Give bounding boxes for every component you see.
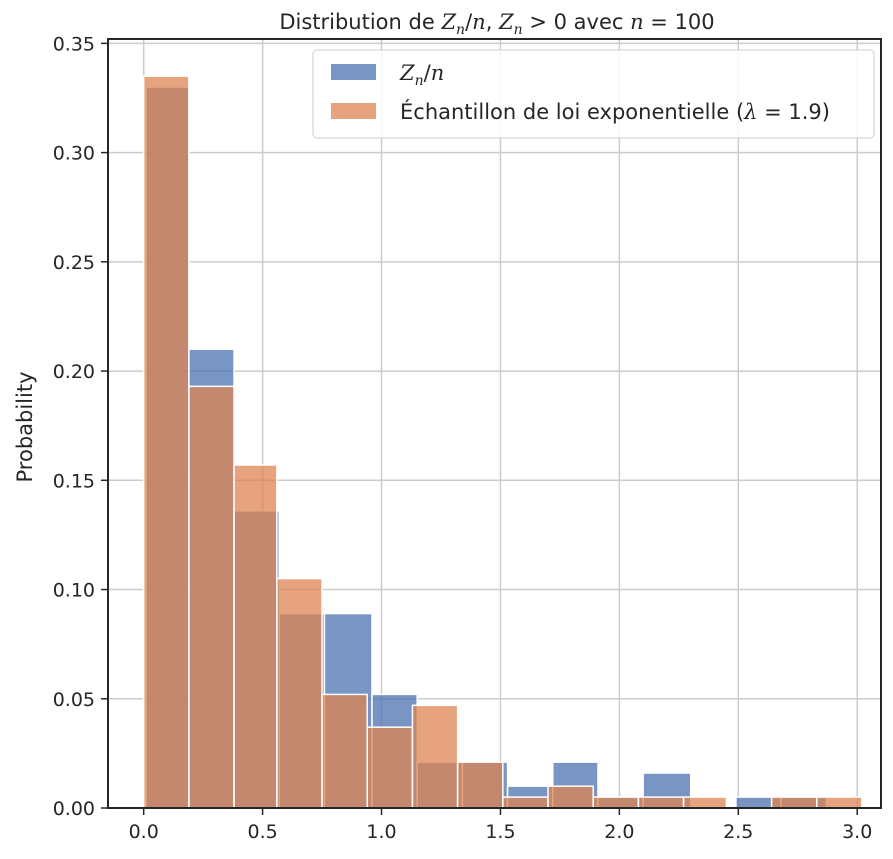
bar-series1-0 <box>142 75 190 809</box>
x-tick-label-2: 1.0 <box>366 821 396 843</box>
bar-series1-14 <box>770 796 818 809</box>
y-tick-label-6: 0.30 <box>53 143 95 165</box>
bar-series1-12 <box>682 796 728 809</box>
x-tick-label-0: 0.0 <box>129 821 159 843</box>
bar-series1-8 <box>502 796 549 809</box>
legend-label-exponential: Échantillon de loi exponentielle (λ = 1.… <box>400 99 830 124</box>
bar-series1-10 <box>592 796 640 809</box>
x-tick-label-1: 0.5 <box>247 821 277 843</box>
y-tick-label-2: 0.10 <box>53 580 95 602</box>
y-tick-label-0: 0.00 <box>53 798 95 820</box>
bars-layer <box>142 75 863 809</box>
legend-box <box>312 49 875 139</box>
chart-title: Distribution de Zn/n, Zn > 0 avec n = 10… <box>279 10 714 38</box>
bar-series1-15 <box>816 796 863 809</box>
bar-series1-6 <box>411 704 459 809</box>
y-tick-label-3: 0.15 <box>53 470 95 492</box>
plot-frame <box>107 38 882 809</box>
x-tick-label-5: 2.5 <box>723 821 753 843</box>
y-tick-label-5: 0.25 <box>53 252 95 274</box>
bar-series1-11 <box>637 796 685 809</box>
x-tick-label-4: 2.0 <box>604 821 634 843</box>
y-tick-label-7: 0.35 <box>53 33 95 55</box>
x-tick-label-6: 3.0 <box>842 821 872 843</box>
bar-series1-7 <box>456 761 504 809</box>
legend: Zn/n Échantillon de loi exponentielle (λ… <box>312 49 875 139</box>
x-axis-ticks: 0.0 0.5 1.0 1.5 2.0 2.5 3.0 <box>129 808 872 843</box>
bar-series1-9 <box>547 785 594 809</box>
y-tick-label-4: 0.20 <box>53 361 95 383</box>
x-tick-label-3: 1.5 <box>485 821 515 843</box>
legend-swatch-exponential <box>331 103 376 119</box>
bar-series1-4 <box>321 693 369 809</box>
legend-label-zn: Zn/n <box>399 61 444 89</box>
legend-swatch-zn <box>331 64 376 80</box>
y-axis-ticks: 0.00 0.05 0.10 0.15 0.20 0.25 0.30 0.35 <box>53 33 108 820</box>
bar-series1-5 <box>366 726 414 809</box>
bar-series1-3 <box>276 577 323 809</box>
bar-series1-2 <box>233 464 278 809</box>
y-tick-label-1: 0.05 <box>53 689 95 711</box>
y-axis-label: Probability <box>13 371 37 482</box>
bar-series1-1 <box>188 385 235 809</box>
